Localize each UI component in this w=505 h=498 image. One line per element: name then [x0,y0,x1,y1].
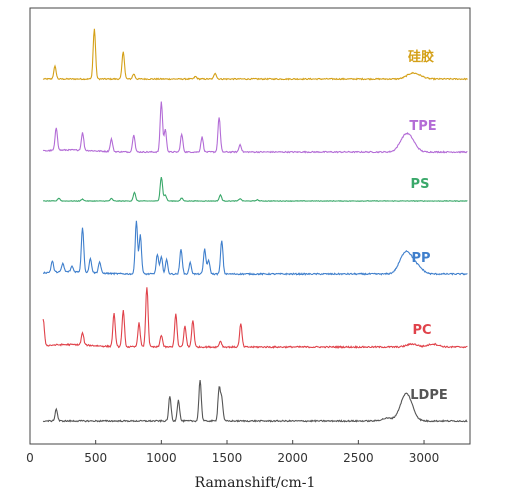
series-label: 硅胶 [408,49,434,65]
series-label: TPE [409,119,436,134]
x-tick-label: 2500 [343,451,374,465]
series-line-1 [42,101,468,154]
series-line-4 [42,287,468,349]
series-label: PP [411,251,430,266]
x-axis-label: Ramanshift/cm-1 [195,475,316,491]
series-line-3 [43,220,468,276]
x-tick-label: 1500 [212,451,243,465]
x-axis-ticks: 0 500 1000 1500 2000 2500 3000 [26,440,439,465]
x-tick-label: 1000 [146,451,177,465]
x-tick-label: 3000 [409,451,440,465]
series-line-5 [42,380,468,423]
plot-frame [29,7,471,445]
spectra-series [42,28,468,423]
x-tick-label: 0 [26,451,34,465]
series-label: PS [411,177,430,192]
series-line-2 [42,176,468,203]
x-tick-label: 500 [84,451,107,465]
series-label: LDPE [410,388,447,403]
series-line-0 [42,28,468,81]
x-tick-label: 2000 [277,451,308,465]
series-labels: 硅胶 TPE PS PP PC LDPE [408,49,448,403]
series-label: PC [412,323,431,338]
